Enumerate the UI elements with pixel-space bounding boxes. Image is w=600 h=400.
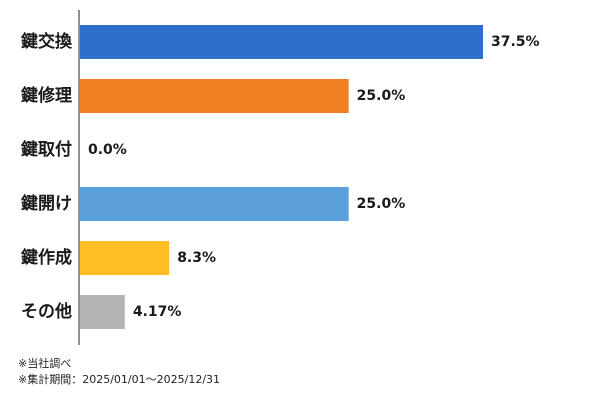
- category-label-toritsuke: 鍵取付: [21, 139, 72, 160]
- category-label-sakusei: 鍵作成: [21, 247, 72, 268]
- footnote-period: ※集計期間：2025/01/01〜2025/12/31: [18, 373, 221, 386]
- bar-sonota: [80, 295, 125, 329]
- bar-shuri: [80, 79, 349, 113]
- bar-akeru: [80, 187, 349, 221]
- category-label-akeru: 鍵開け: [21, 193, 72, 214]
- value-label-sonota: 4.17%: [133, 304, 182, 320]
- footnote-source: ※当社調べ: [18, 357, 72, 370]
- chart-marks: 鍵交換 37.5% 鍵修理 25.0% 鍵取付 0.0% 鍵開け 25.0% 鍵作成 8.3% その…: [21, 25, 540, 329]
- value-label-toritsuke: 0.0%: [88, 142, 127, 158]
- value-label-kokan: 37.5%: [491, 34, 540, 50]
- category-label-kokan: 鍵交換: [21, 31, 73, 52]
- bar-kokan: [80, 25, 483, 59]
- category-label-sonota: その他: [21, 301, 72, 322]
- value-label-shuri: 25.0%: [357, 88, 406, 104]
- value-label-akeru: 25.0%: [357, 196, 406, 212]
- footnotes: ※当社調べ ※集計期間：2025/01/01〜2025/12/31: [18, 356, 220, 388]
- category-label-shuri: 鍵修理: [21, 85, 72, 106]
- value-label-sakusei: 8.3%: [177, 250, 216, 266]
- bar-sakusei: [80, 241, 170, 275]
